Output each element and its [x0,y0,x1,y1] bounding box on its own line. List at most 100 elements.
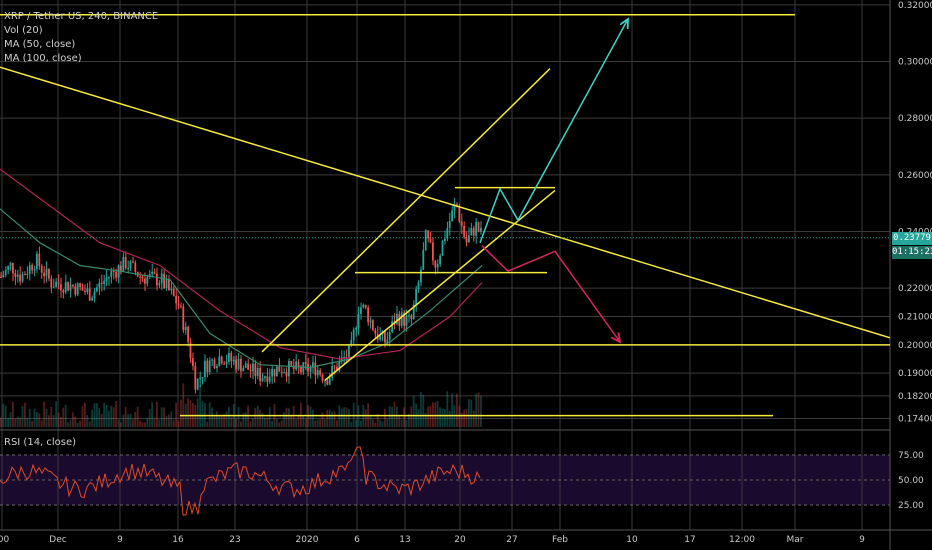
volume-bar [422,394,425,427]
volume-bar [381,421,384,427]
volume-bar [57,412,60,427]
candle-body [180,305,182,307]
candle-body [273,368,276,377]
candle-body [115,271,117,278]
candle-body [249,369,252,372]
candle-body [84,290,86,293]
volume-bar [470,399,473,427]
candle-body [76,283,79,295]
volume-bar [168,414,170,427]
candle-body [7,265,9,270]
candle-body [120,265,122,272]
volume-bar [52,415,55,427]
candle-body [16,274,19,277]
x-tick-label-1: Dec [49,535,66,545]
volume-bar [124,406,127,427]
volume-bar [16,416,19,427]
volume-bar [67,422,69,427]
volume-bar [146,417,149,427]
legend-vol[interactable]: Vol (20) [4,25,43,36]
volume-bar [105,404,108,427]
volume-bar [290,415,293,427]
volume-bar [81,406,84,427]
candle-body [324,380,326,382]
volume-bar [412,395,415,427]
candle-body [100,282,103,284]
candle-body [163,273,165,289]
volume-bar [364,409,367,427]
candle-body [412,304,415,320]
volume-bar [240,421,242,427]
volume-bar [228,406,230,427]
candle-body [21,274,24,282]
volume-bar [276,418,278,427]
candle-body [74,286,77,295]
candle-body [420,269,422,283]
candle-body [290,360,293,366]
candle-body [175,295,177,304]
candle-body [201,377,204,379]
candle-body [352,329,355,341]
candle-body [19,274,21,282]
volume-bar [259,410,261,427]
volume-bar [172,419,175,427]
volume-bar [117,419,120,427]
candle-body [60,284,62,291]
candle-body [192,358,194,367]
candle-body [367,307,369,323]
candle-body [261,377,264,382]
legend-symbol[interactable]: XRP / Tether US, 240, BINANCE [4,11,159,22]
candle-body [427,230,429,239]
candle-body [146,277,149,284]
candle-body [362,304,365,308]
rsi-tick-label-0: 75.00 [898,451,924,461]
volume-bar [64,404,67,427]
candle-body [355,327,357,330]
volume-bar [252,417,254,427]
volume-bar [7,417,9,427]
volume-bar [309,406,312,427]
candle-body [254,363,257,377]
y-tick-label-5: 0.22000 [898,284,932,294]
candle-body [271,368,273,377]
candle-body [350,340,353,345]
volume-bar [84,402,86,427]
volume-bar [264,417,266,427]
x-tick-label-3: 16 [172,535,184,545]
candle-body [144,278,146,284]
volume-bar [448,410,451,427]
volume-bar [324,419,326,427]
candle-body [328,377,331,385]
rsi-tick-label-2: 25.00 [898,501,924,511]
volume-bar [304,418,307,427]
volume-bar [129,413,132,427]
rsi-label[interactable]: RSI (14, close) [4,437,77,448]
candle-body [295,361,297,370]
volume-bar [468,399,470,427]
x-tick-label-14: Mar [787,535,804,545]
volume-bar [451,393,453,427]
countdown-tag: 01:15:23 [892,245,932,259]
x-tick-label-2: 9 [117,535,123,545]
candle-body [304,362,307,364]
candle-body [326,380,329,385]
volume-bar [112,407,115,427]
volume-bar [314,420,317,427]
candle-body [72,284,74,287]
volume-bar [153,418,156,427]
candle-body [12,263,14,274]
legend-ma50[interactable]: MA (50, close) [4,39,76,50]
volume-bar [187,398,189,427]
candle-body [333,366,336,368]
volume-bar [60,417,62,427]
candle-body [475,222,477,236]
candle-body [127,268,129,270]
candle-body [266,376,269,382]
legend-ma100[interactable]: MA (100, close) [4,53,82,64]
rsi-tick-label-1: 50.00 [898,476,924,486]
candle-body [403,312,405,326]
candle-body [45,268,48,277]
volume-bar [93,403,96,427]
volume-bar [26,417,29,427]
